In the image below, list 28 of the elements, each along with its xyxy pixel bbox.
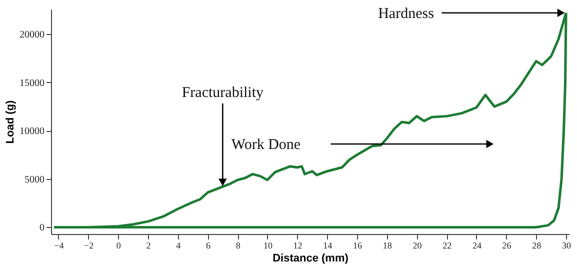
x-tick-label: 30 [562, 240, 572, 250]
y-tick-label: 5000 [24, 174, 44, 186]
annotation: Work Done [231, 137, 301, 153]
x-tick-label: 18 [382, 240, 392, 250]
x-tick-label: 4 [176, 240, 182, 250]
x-tick-label: 14 [323, 240, 333, 250]
x-tick-label: 26 [502, 240, 512, 250]
y-axis-title: Load (g) [4, 100, 16, 144]
x-tick-label: 2 [146, 240, 151, 250]
y-tick-label: 0 [40, 222, 44, 234]
x-tick-label: −2 [84, 240, 94, 250]
x-tick-label: 0 [116, 240, 122, 250]
x-tick-label: 12 [293, 240, 302, 250]
y-tick-label: 20000 [20, 30, 44, 41]
x-tick-label: 16 [353, 240, 363, 250]
x-tick-label: 20 [412, 240, 422, 250]
x-tick-label: 24 [472, 240, 482, 250]
x-tick-label: −4 [54, 240, 64, 250]
annotation: Hardness [378, 6, 434, 22]
x-tick-label: 28 [532, 240, 542, 250]
x-tick-label: 10 [263, 240, 273, 250]
x-tick-label: 8 [236, 240, 241, 250]
x-tick-label: 6 [206, 240, 211, 250]
y-tick-label: 10000 [20, 126, 44, 138]
x-axis-title: Distance (mm) [272, 252, 349, 264]
annotation: Fracturability [182, 85, 264, 102]
x-tick-label: 22 [442, 240, 452, 250]
y-tick-label: 15000 [20, 78, 44, 89]
